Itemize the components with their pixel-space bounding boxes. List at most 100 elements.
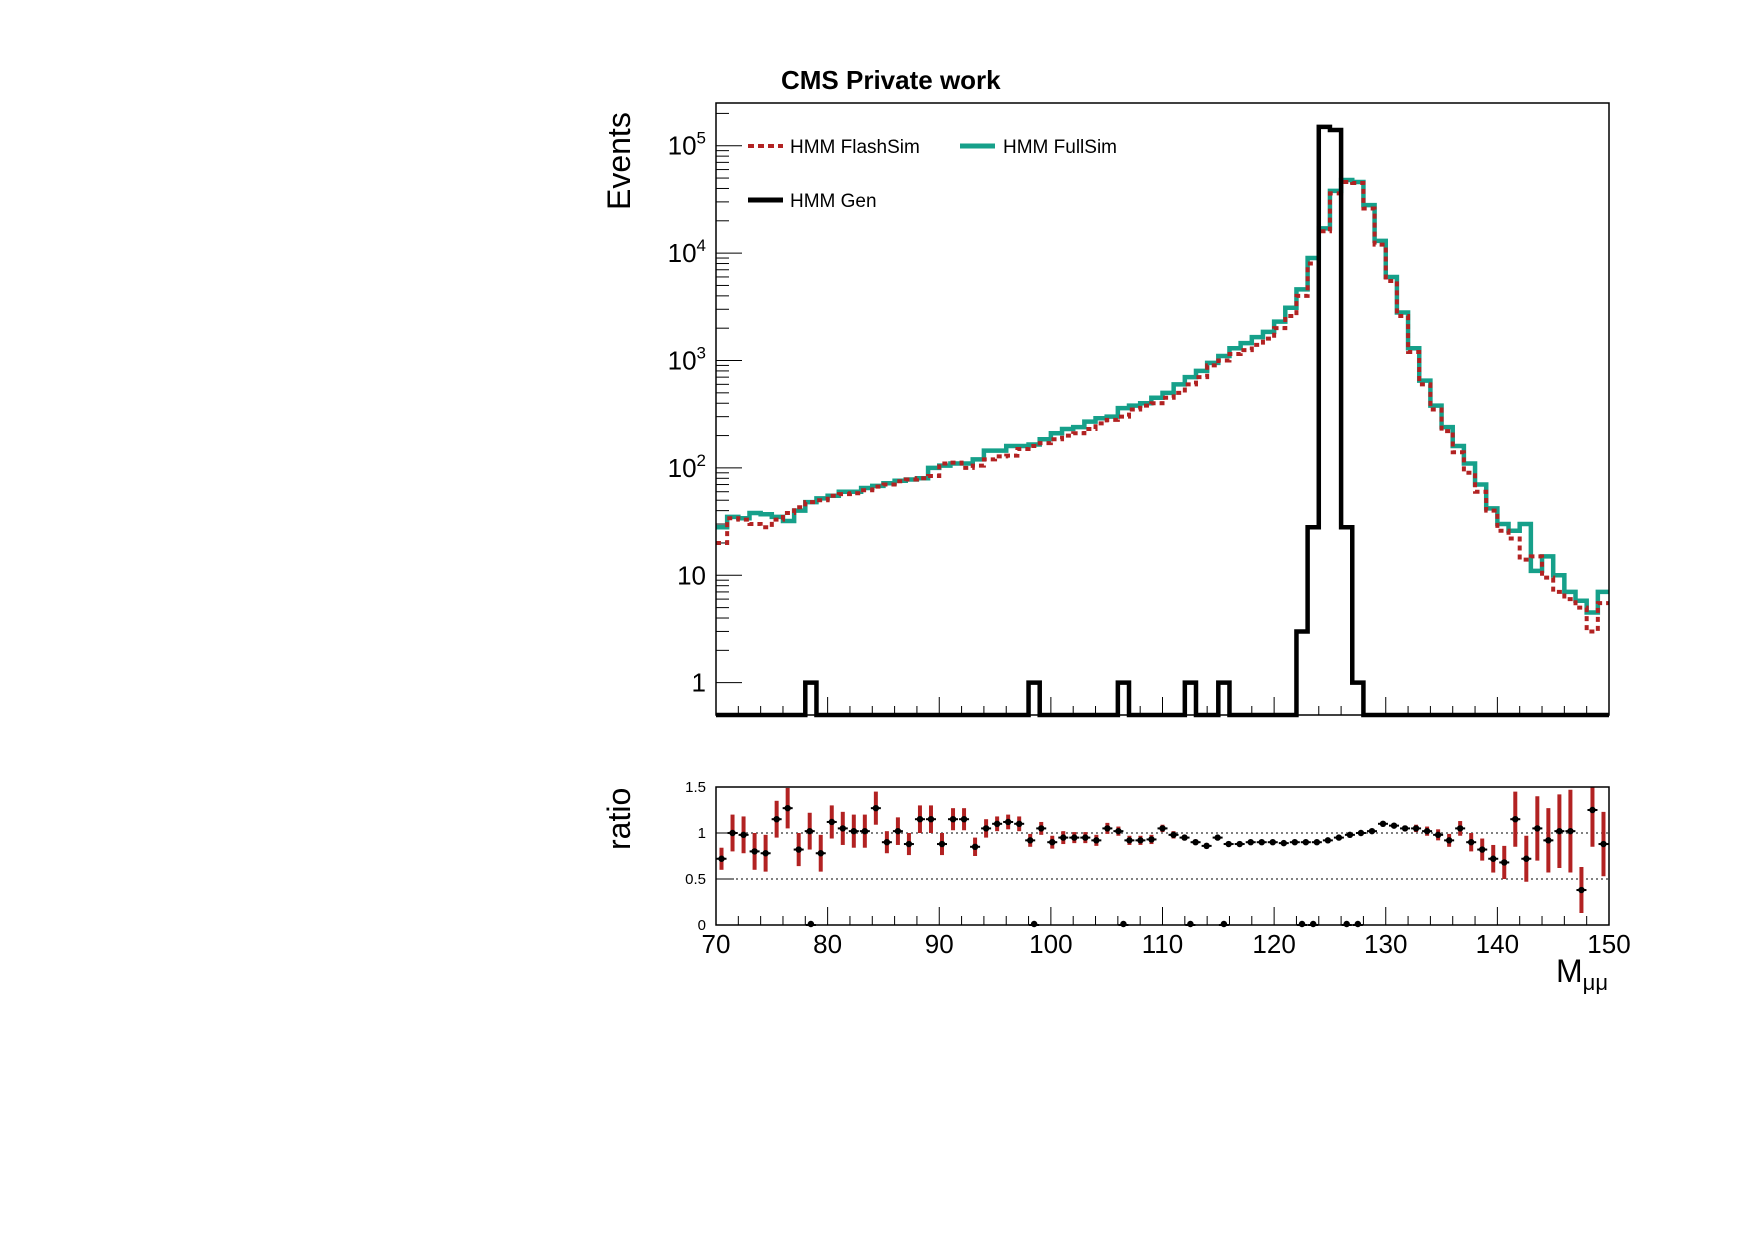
ratio-point bbox=[850, 827, 858, 835]
y-tick-label: 104 bbox=[668, 236, 706, 268]
ratio-point bbox=[927, 816, 935, 823]
x-tick-label: 150 bbox=[1587, 929, 1630, 959]
ratio-point bbox=[1093, 837, 1100, 844]
ratio-point bbox=[1060, 834, 1067, 841]
ratio-point bbox=[795, 846, 802, 853]
ratio-point bbox=[1126, 837, 1133, 844]
main-y-ticks: 1 10 102 103 104 105 bbox=[668, 112, 1610, 715]
ratio-point bbox=[894, 827, 902, 835]
legend: HMM FlashSim HMM FullSim HMM Gen bbox=[748, 137, 1117, 212]
ratio-plot: ratio 0 0.5 1 1.5 70 80 90 100 110 120 130 140 150 M… bbox=[601, 779, 1631, 995]
ratio-points bbox=[716, 787, 1609, 928]
x-tick-label: 80 bbox=[813, 929, 842, 959]
ratio-point bbox=[1203, 842, 1210, 850]
ratio-point bbox=[1181, 834, 1188, 841]
x-axis-title: Mμμ bbox=[1556, 953, 1608, 995]
ratio-point bbox=[1368, 827, 1376, 835]
x-tick-label: 130 bbox=[1364, 929, 1407, 959]
ratio-zero-point bbox=[1309, 920, 1317, 928]
ratio-point bbox=[1556, 827, 1563, 835]
ratio-point bbox=[773, 816, 780, 823]
ratio-y-tick-label: 0.5 bbox=[685, 871, 706, 888]
ratio-point bbox=[1567, 827, 1574, 835]
ratio-point bbox=[751, 848, 758, 855]
y-tick-label: 10 bbox=[677, 560, 706, 590]
ratio-point bbox=[1401, 825, 1409, 832]
x-tick-label: 140 bbox=[1476, 929, 1519, 959]
x-tick-label: 70 bbox=[702, 929, 731, 959]
ratio-point bbox=[806, 827, 813, 835]
ratio-point bbox=[1192, 839, 1199, 846]
ratio-point bbox=[1302, 839, 1310, 846]
ratio-point bbox=[718, 855, 725, 862]
ratio-point bbox=[872, 804, 880, 812]
ratio-axis-title: ratio bbox=[601, 788, 637, 850]
ratio-point bbox=[938, 840, 946, 848]
y-tick-label: 1 bbox=[692, 668, 706, 698]
ratio-point bbox=[861, 827, 869, 835]
ratio-y-tick-label: 1 bbox=[698, 825, 706, 842]
ratio-point bbox=[1523, 855, 1530, 862]
ratio-point bbox=[1247, 839, 1254, 846]
ratio-point bbox=[1159, 825, 1166, 832]
ratio-point bbox=[971, 843, 979, 850]
ratio-point bbox=[740, 831, 747, 839]
ratio-point bbox=[1335, 834, 1343, 841]
ratio-point bbox=[905, 840, 913, 848]
ratio-point bbox=[1269, 839, 1276, 846]
ratio-point bbox=[1512, 816, 1519, 823]
ratio-zero-point bbox=[1187, 920, 1194, 928]
ratio-point bbox=[993, 820, 1001, 827]
ratio-zero-point bbox=[1030, 920, 1038, 928]
ratio-point bbox=[839, 825, 846, 832]
ratio-point bbox=[916, 816, 924, 823]
y-tick-label: 102 bbox=[668, 451, 706, 483]
x-tick-label: 120 bbox=[1252, 929, 1295, 959]
ratio-point bbox=[1456, 825, 1464, 832]
ratio-zero-point bbox=[1298, 920, 1306, 928]
ratio-point bbox=[1357, 829, 1365, 837]
ratio-point bbox=[784, 804, 791, 812]
legend-label-fullsim: HMM FullSim bbox=[1003, 137, 1117, 158]
ratio-y-tick-label: 0 bbox=[698, 917, 706, 934]
x-tick-label: 100 bbox=[1029, 929, 1072, 959]
ratio-point bbox=[1214, 834, 1221, 841]
ratio-point bbox=[1258, 839, 1265, 846]
y-tick-label: 103 bbox=[668, 344, 706, 376]
y-axis-title: Events bbox=[601, 112, 637, 210]
main-plot: CMS Private work Events 110102103104105 … bbox=[601, 65, 1610, 718]
ratio-point bbox=[817, 850, 824, 857]
ratio-plot-frame bbox=[715, 786, 1610, 926]
x-axis-title-subscript: μμ bbox=[1583, 970, 1608, 995]
ratio-point bbox=[1324, 837, 1332, 844]
ratio-point bbox=[1490, 855, 1497, 862]
ratio-point bbox=[762, 850, 769, 857]
ratio-point bbox=[1423, 827, 1431, 835]
ratio-point bbox=[1115, 827, 1122, 835]
chart-title: CMS Private work bbox=[781, 65, 1001, 95]
ratio-point bbox=[960, 816, 968, 823]
ratio-point bbox=[1004, 818, 1012, 826]
ratio-point bbox=[1589, 806, 1596, 814]
ratio-zero-point bbox=[807, 920, 815, 928]
ratio-point bbox=[1071, 834, 1078, 841]
ratio-point bbox=[1534, 825, 1541, 832]
ratio-point bbox=[1434, 831, 1442, 839]
ratio-point bbox=[1137, 837, 1144, 844]
ratio-point bbox=[1291, 839, 1298, 846]
ratio-point bbox=[828, 818, 835, 826]
ratio-zero-point bbox=[1120, 920, 1127, 928]
ratio-point bbox=[1225, 840, 1232, 848]
ratio-point bbox=[1600, 840, 1607, 848]
ratio-point bbox=[1578, 886, 1585, 894]
ratio-point bbox=[729, 829, 736, 837]
x-tick-label: 90 bbox=[925, 929, 954, 959]
ratio-point bbox=[883, 839, 891, 846]
x-tick-label: 110 bbox=[1142, 929, 1183, 959]
ratio-point bbox=[1412, 825, 1420, 832]
ratio-point bbox=[1379, 820, 1387, 827]
ratio-point bbox=[1346, 831, 1354, 839]
ratio-point bbox=[949, 816, 957, 823]
